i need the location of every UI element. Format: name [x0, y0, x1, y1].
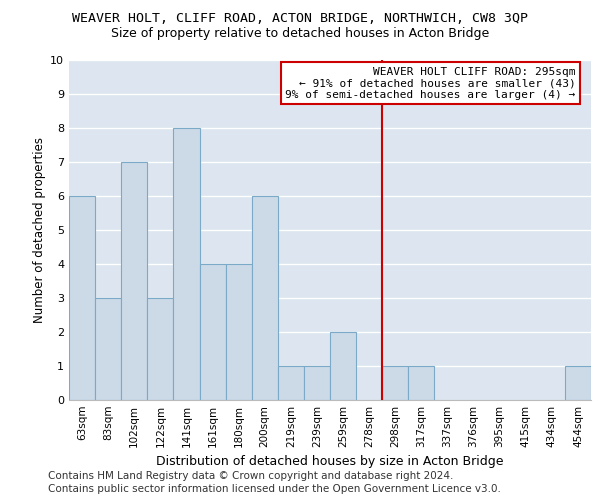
Bar	[409, 366, 434, 400]
X-axis label: Distribution of detached houses by size in Acton Bridge: Distribution of detached houses by size …	[156, 456, 504, 468]
Bar	[121, 162, 148, 400]
Bar	[565, 366, 591, 400]
Bar	[95, 298, 121, 400]
Text: WEAVER HOLT CLIFF ROAD: 295sqm
← 91% of detached houses are smaller (43)
9% of s: WEAVER HOLT CLIFF ROAD: 295sqm ← 91% of …	[285, 67, 575, 100]
Text: WEAVER HOLT, CLIFF ROAD, ACTON BRIDGE, NORTHWICH, CW8 3QP: WEAVER HOLT, CLIFF ROAD, ACTON BRIDGE, N…	[72, 12, 528, 26]
Text: Size of property relative to detached houses in Acton Bridge: Size of property relative to detached ho…	[111, 28, 489, 40]
Text: Contains HM Land Registry data © Crown copyright and database right 2024.: Contains HM Land Registry data © Crown c…	[48, 471, 454, 481]
Bar	[304, 366, 330, 400]
Bar	[382, 366, 409, 400]
Bar	[226, 264, 252, 400]
Bar	[148, 298, 173, 400]
Bar	[252, 196, 278, 400]
Bar	[69, 196, 95, 400]
Bar	[278, 366, 304, 400]
Bar	[330, 332, 356, 400]
Bar	[199, 264, 226, 400]
Text: Contains public sector information licensed under the Open Government Licence v3: Contains public sector information licen…	[48, 484, 501, 494]
Bar	[173, 128, 199, 400]
Y-axis label: Number of detached properties: Number of detached properties	[33, 137, 46, 323]
